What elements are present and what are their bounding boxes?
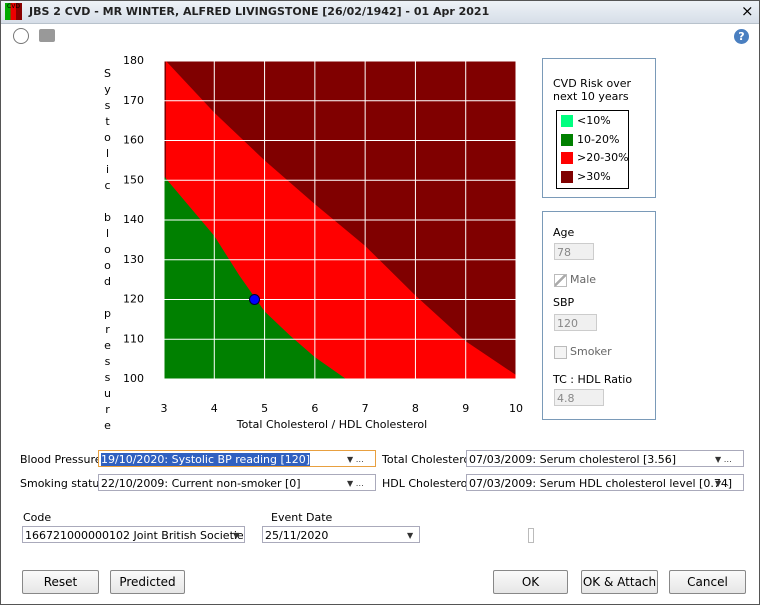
y-tick-label: 100 xyxy=(123,372,144,385)
legend-swatch xyxy=(561,115,573,127)
age-input[interactable]: 78 xyxy=(554,243,594,260)
indicator xyxy=(528,528,534,543)
legend-swatch xyxy=(561,133,573,146)
smoker-checkbox[interactable] xyxy=(554,346,567,359)
window-title: JBS 2 CVD - MR WINTER, ALFRED LIVINGSTON… xyxy=(29,5,490,18)
ratio-input[interactable]: 4.8 xyxy=(554,389,604,406)
x-tick-label: 7 xyxy=(362,402,369,415)
date-label: Event Date xyxy=(271,511,333,524)
y-axis-label: Systolic blood pressure xyxy=(101,67,114,435)
risk-region xyxy=(164,176,347,379)
legend-label: >30% xyxy=(577,169,611,183)
x-tick-label: 6 xyxy=(311,402,318,415)
code-label: Code xyxy=(23,511,52,524)
legend-entry: >30% xyxy=(561,170,611,183)
x-axis-label: Total Cholesterol / HDL Cholesterol xyxy=(236,418,427,431)
ok-attach-button[interactable]: OK & Attach xyxy=(581,570,658,594)
sbp-input[interactable]: 120 xyxy=(554,314,597,331)
chart: 3 4 5 6 7 8 9 10 100 110 120 130 140 150 160 170 180 Tota… xyxy=(123,54,523,431)
y-tick-label: 120 xyxy=(123,293,144,306)
date-combo[interactable]: 25/11/2020 xyxy=(262,526,420,543)
bp-value: 19/10/2020: Systolic BP reading [120] xyxy=(101,453,311,466)
legend-label: >20-30% xyxy=(577,151,629,164)
title-bar: CVD JBS 2 CVD - MR WINTER, ALFRED LIVING… xyxy=(1,1,759,24)
legend-label: <10% xyxy=(577,114,611,127)
dropdown-arrow[interactable]: ▼ … xyxy=(347,455,364,464)
predicted-button[interactable]: Predicted xyxy=(110,570,185,594)
x-tick-label: 3 xyxy=(161,402,168,415)
legend-entry: 10-20% xyxy=(561,133,619,146)
legend-panel: CVD Risk over next 10 years <10% 10-20% >2… xyxy=(542,58,656,198)
y-tick-label: 130 xyxy=(123,253,144,266)
tc-label: Total Cholesterol xyxy=(382,453,474,466)
x-tick-label: 4 xyxy=(211,402,218,415)
male-label: Male xyxy=(570,273,597,286)
x-tick-label: 10 xyxy=(509,402,523,415)
sbp-label: SBP xyxy=(553,296,575,309)
legend-swatch xyxy=(561,152,573,164)
tc-combo[interactable]: 07/03/2009: Serum cholesterol [3.56] xyxy=(466,450,744,467)
x-tick-label: 5 xyxy=(261,402,268,415)
x-tick-label: 9 xyxy=(462,402,469,415)
help-icon[interactable]: ? xyxy=(734,29,749,44)
age-label: Age xyxy=(553,226,575,239)
y-tick-label: 150 xyxy=(123,173,144,186)
hdl-combo[interactable]: 07/03/2009: Serum HDL cholesterol level … xyxy=(466,474,744,491)
legend-entry: >20-30% xyxy=(561,151,629,164)
y-tick-label: 180 xyxy=(123,54,144,67)
reset-button[interactable]: Reset xyxy=(22,570,99,594)
smoker-label: Smoker xyxy=(570,345,612,358)
preview-icon[interactable] xyxy=(13,28,29,44)
app-icon: CVD xyxy=(5,3,22,20)
smoking-label: Smoking status xyxy=(20,477,106,490)
ratio-label: TC : HDL Ratio xyxy=(553,373,633,386)
y-tick-label: 140 xyxy=(123,213,144,226)
dropdown-arrow[interactable]: ▼ … xyxy=(347,479,364,488)
bp-combo[interactable]: 19/10/2020: Systolic BP reading [120] xyxy=(98,450,376,467)
dropdown-arrow[interactable]: ▼ xyxy=(233,531,240,540)
legend-entry: <10% xyxy=(561,114,611,127)
bp-label: Blood Pressure xyxy=(20,453,102,466)
legend-label: 10-20% xyxy=(577,132,620,146)
smoking-combo[interactable]: 22/10/2009: Current non-smoker [0] xyxy=(98,474,376,491)
y-tick-label: 170 xyxy=(123,94,144,107)
dropdown-arrow[interactable]: ▼ … xyxy=(715,479,732,488)
close-button[interactable]: × xyxy=(741,2,754,20)
data-point xyxy=(249,294,261,305)
dropdown-arrow[interactable]: ▼ xyxy=(407,531,414,540)
cancel-button[interactable]: Cancel xyxy=(669,570,746,594)
inputs-panel: Age 78 Male SBP 120 Smoker TC : HDL Rati… xyxy=(542,211,656,420)
y-tick-label: 160 xyxy=(123,134,144,147)
legend-swatch xyxy=(561,170,573,183)
y-tick-label: 110 xyxy=(123,332,144,345)
legend-title: CVD Risk over next 10 years xyxy=(553,77,631,103)
x-tick-label: 8 xyxy=(412,402,419,415)
legend: <10% 10-20% >20-30% >30% xyxy=(556,110,629,189)
ok-button[interactable]: OK xyxy=(493,570,568,594)
hdl-label: HDL Cholesterol xyxy=(382,477,471,490)
code-combo[interactable]: 166721000000102 Joint British Societies … xyxy=(22,526,245,543)
print-icon[interactable] xyxy=(39,29,55,42)
male-checkbox[interactable] xyxy=(554,274,567,287)
dropdown-arrow[interactable]: ▼ … xyxy=(715,455,732,464)
